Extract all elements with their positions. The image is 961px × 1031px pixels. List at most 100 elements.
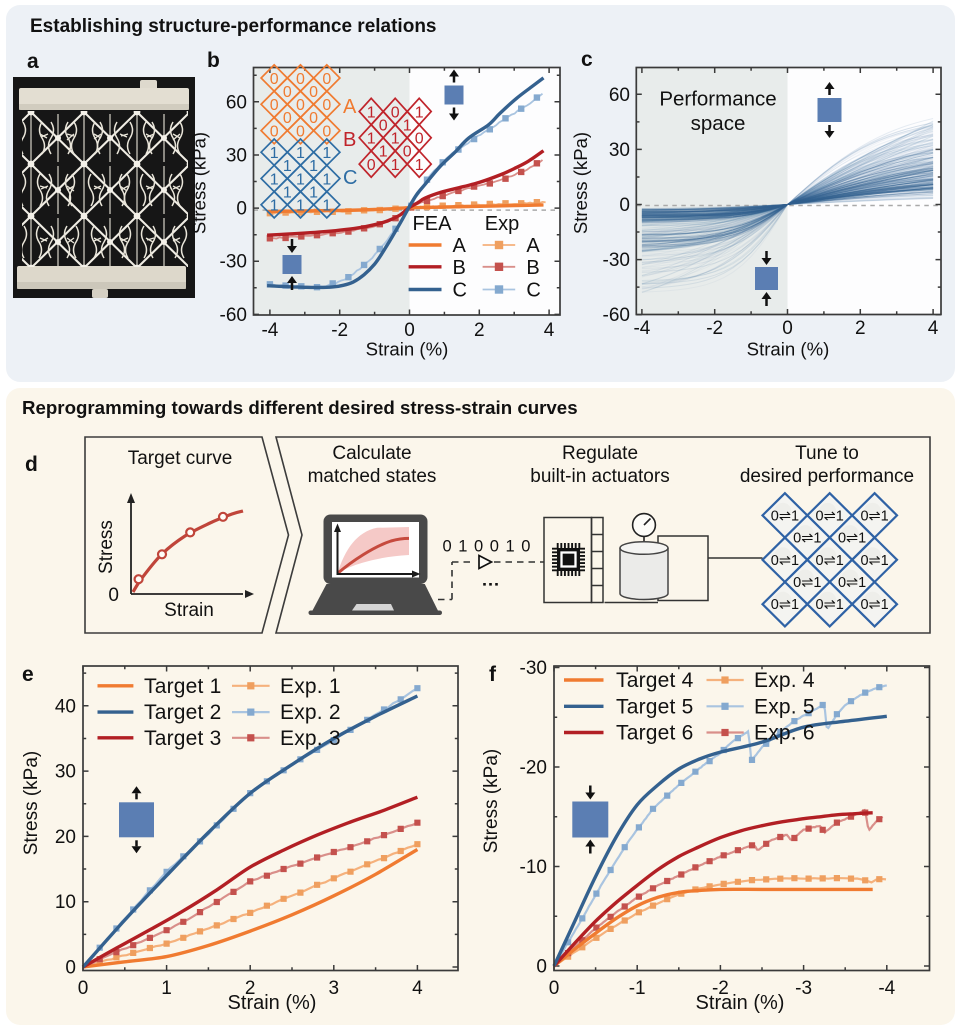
svg-text:1: 1	[379, 144, 388, 161]
svg-text:1: 1	[403, 117, 412, 134]
svg-text:0⇌1: 0⇌1	[771, 508, 799, 524]
svg-text:-3: -3	[795, 978, 812, 999]
svg-text:-30: -30	[220, 252, 247, 273]
svg-text:10: 10	[55, 892, 76, 913]
svg-text:1: 1	[270, 198, 279, 215]
svg-text:Stress (kPa): Stress (kPa)	[570, 132, 591, 234]
svg-text:1: 1	[322, 145, 331, 162]
svg-text:d: d	[25, 453, 38, 476]
svg-text:Calculate: Calculate	[332, 443, 411, 464]
svg-text:1: 1	[367, 131, 376, 148]
svg-text:-1: -1	[629, 978, 646, 999]
svg-text:Strain (%): Strain (%)	[228, 992, 317, 1014]
svg-text:0: 0	[619, 195, 630, 216]
svg-text:0⇌1: 0⇌1	[860, 553, 888, 569]
svg-text:0: 0	[415, 131, 424, 148]
svg-text:0: 0	[322, 71, 331, 88]
svg-text:1: 1	[309, 158, 318, 175]
svg-text:Exp. 4: Exp. 4	[754, 669, 815, 692]
svg-text:1: 1	[283, 184, 292, 201]
svg-text:Exp. 1: Exp. 1	[280, 675, 341, 698]
svg-text:4: 4	[928, 318, 939, 339]
svg-text:0⇌1: 0⇌1	[793, 575, 821, 591]
svg-text:0: 0	[296, 123, 305, 140]
svg-text:4: 4	[412, 978, 423, 999]
svg-text:B: B	[526, 257, 539, 279]
svg-text:Stress (kPa): Stress (kPa)	[189, 132, 210, 234]
svg-text:Target 3: Target 3	[144, 727, 221, 750]
svg-text:40: 40	[55, 696, 76, 717]
svg-text:0: 0	[403, 144, 412, 161]
svg-text:Stress: Stress	[96, 520, 117, 574]
svg-text:0: 0	[236, 199, 247, 220]
svg-text:Target 1: Target 1	[144, 675, 221, 698]
svg-text:Exp. 2: Exp. 2	[280, 701, 341, 724]
svg-text:1: 1	[270, 171, 279, 188]
svg-text:Target 2: Target 2	[144, 701, 221, 724]
svg-text:0: 0	[296, 71, 305, 88]
svg-text:1: 1	[322, 171, 331, 188]
svg-text:1: 1	[322, 198, 331, 215]
svg-text:0⇌1: 0⇌1	[860, 508, 888, 524]
svg-text:Performance: Performance	[659, 88, 776, 111]
svg-text:0: 0	[322, 97, 331, 114]
svg-text:C: C	[343, 167, 357, 189]
svg-text:0: 0	[536, 957, 547, 978]
svg-text:Exp. 6: Exp. 6	[754, 722, 815, 745]
svg-text:0: 0	[270, 97, 279, 114]
svg-text:1: 1	[296, 198, 305, 215]
svg-text:30: 30	[226, 146, 247, 167]
svg-text:1: 1	[296, 171, 305, 188]
svg-text:-4: -4	[633, 318, 650, 339]
svg-text:A: A	[526, 235, 540, 257]
svg-text:0: 0	[309, 110, 318, 127]
svg-text:-2: -2	[706, 318, 723, 339]
svg-text:0⇌1: 0⇌1	[816, 597, 844, 613]
svg-text:Exp. 3: Exp. 3	[280, 727, 341, 750]
svg-text:1: 1	[296, 145, 305, 162]
svg-text:-10: -10	[520, 857, 547, 878]
svg-text:3: 3	[329, 978, 340, 999]
svg-text:-20: -20	[520, 758, 547, 779]
svg-text:0: 0	[283, 110, 292, 127]
svg-text:Strain (%): Strain (%)	[747, 339, 830, 360]
svg-text:Stress (kPa): Stress (kPa)	[481, 749, 502, 854]
svg-text:1: 1	[270, 145, 279, 162]
svg-text:1: 1	[391, 131, 400, 148]
svg-text:1: 1	[161, 978, 172, 999]
svg-text:20: 20	[55, 827, 76, 848]
svg-text:A: A	[453, 235, 467, 257]
svg-text:30: 30	[55, 762, 76, 783]
svg-text:Target 5: Target 5	[616, 695, 693, 718]
svg-text:desired performance: desired performance	[740, 466, 914, 487]
svg-text:Strain: Strain	[164, 600, 214, 621]
svg-text:2: 2	[245, 978, 256, 999]
svg-text:1: 1	[309, 184, 318, 201]
svg-text:matched states: matched states	[308, 466, 437, 487]
svg-text:Target 6: Target 6	[616, 722, 693, 745]
svg-text:-30: -30	[603, 250, 630, 271]
svg-text:0: 0	[782, 318, 793, 339]
svg-text:Stress (kPa): Stress (kPa)	[21, 751, 42, 856]
svg-text:Target 4: Target 4	[616, 669, 694, 692]
svg-text:-4: -4	[878, 978, 895, 999]
svg-text:0: 0	[296, 97, 305, 114]
svg-text:0: 0	[367, 157, 376, 174]
svg-text:-60: -60	[220, 305, 247, 326]
svg-text:0: 0	[391, 104, 400, 121]
svg-text:space: space	[691, 112, 746, 135]
svg-text:0⇌1: 0⇌1	[771, 553, 799, 569]
svg-text:4: 4	[544, 320, 555, 341]
svg-text:A: A	[343, 96, 357, 118]
svg-text:0: 0	[65, 958, 76, 979]
svg-text:0 1 0 0 1 0: 0 1 0 0 1 0	[443, 538, 532, 556]
svg-text:0: 0	[283, 84, 292, 101]
svg-text:Regulate: Regulate	[562, 443, 638, 464]
svg-text:Target curve: Target curve	[128, 448, 233, 469]
svg-text:1: 1	[415, 157, 424, 174]
svg-text:0: 0	[322, 123, 331, 140]
svg-text:2: 2	[474, 320, 485, 341]
svg-text:c: c	[581, 48, 593, 71]
svg-text:built-in actuators: built-in actuators	[530, 466, 669, 487]
svg-text:0: 0	[270, 71, 279, 88]
